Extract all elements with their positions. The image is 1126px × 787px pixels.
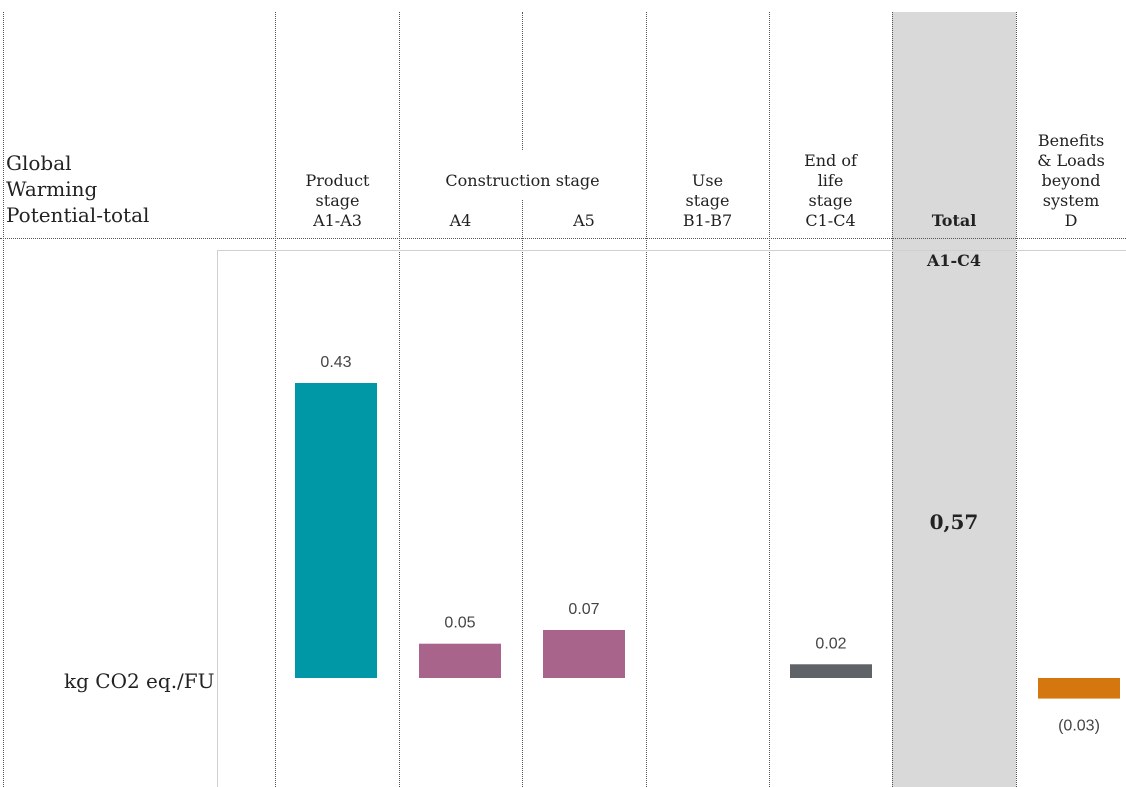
total-code: A1-C4 [926, 251, 982, 270]
end-of-life-header: End of life stage C1-C4 [804, 151, 857, 230]
column-divider [399, 12, 400, 787]
a5-header: A5 [573, 211, 595, 230]
column-divider [769, 12, 770, 787]
column-divider [1016, 12, 1017, 787]
bar-a4 [419, 643, 501, 678]
bar-a1-a3 [295, 383, 377, 678]
column-divider [646, 12, 647, 787]
total-header: Total A1-C4 [892, 191, 1016, 271]
total-label: Total [931, 211, 977, 230]
column-divider [892, 12, 893, 787]
column-divider [275, 12, 276, 787]
header-divider [0, 238, 1126, 239]
plot-frame [217, 250, 1126, 787]
data-label-c1-c4: 0.02 [815, 635, 846, 652]
product-stage-header: Product stage A1-A3 [305, 171, 370, 230]
bar-d [1038, 678, 1120, 699]
column-divider [3, 12, 4, 787]
data-label-d: (0.03) [1058, 718, 1100, 735]
bar-a5 [543, 629, 625, 678]
a4-header: A4 [449, 211, 472, 230]
data-label-a1-a3: 0.43 [320, 354, 351, 371]
column-divider [522, 200, 523, 787]
data-label-a5: 0.07 [568, 601, 599, 618]
data-label-a4: 0.05 [444, 615, 475, 632]
use-stage-header: Use stage B1-B7 [682, 171, 733, 230]
unit-label: kg CO2 eq./FU [64, 669, 215, 693]
benefits-header: Benefits & Loads beyond system D [1037, 131, 1105, 230]
bar-c1-c4 [790, 664, 872, 678]
total-column-band [892, 12, 1016, 787]
construction-stage-header: Construction stage [445, 171, 600, 190]
indicator-title: Global Warming Potential-total [6, 151, 150, 227]
column-divider [522, 12, 523, 150]
total-value: 0,57 [929, 510, 979, 534]
